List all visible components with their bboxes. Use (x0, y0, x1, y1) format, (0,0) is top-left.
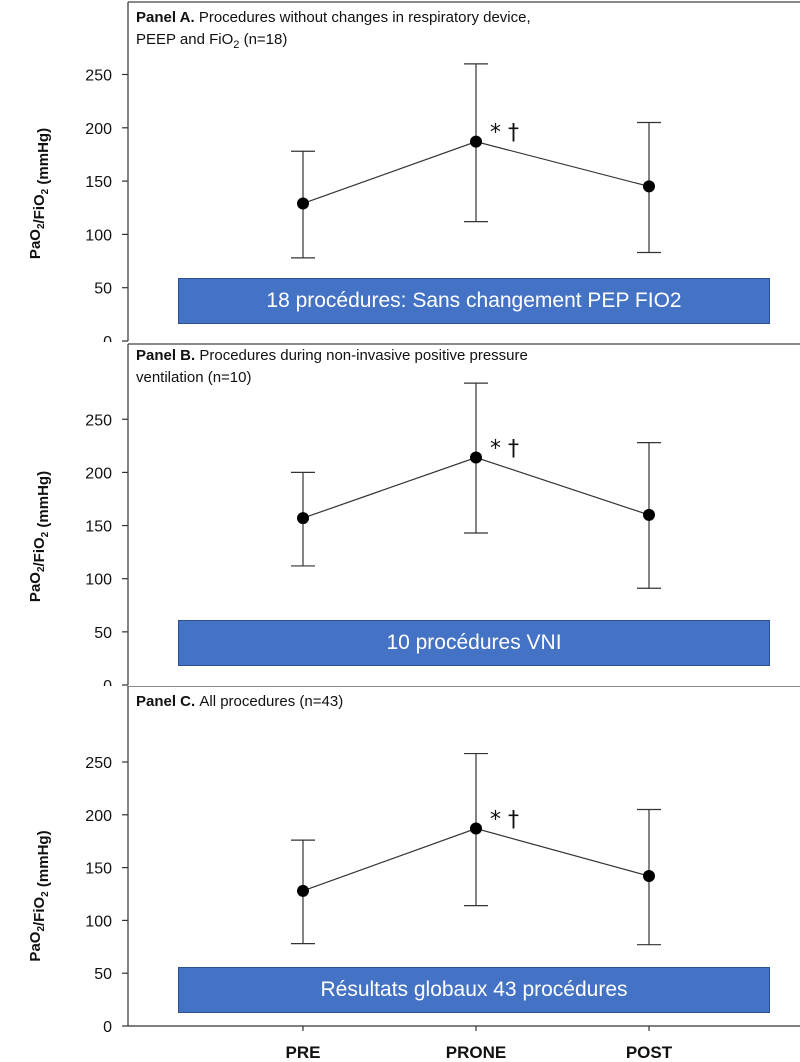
y-tick-label: 100 (85, 227, 112, 244)
data-point-prone (470, 135, 482, 148)
y-tick-label: 150 (85, 861, 112, 878)
y-tick-label: 200 (85, 121, 112, 138)
y-tick-label: 200 (85, 808, 112, 825)
panel-label: Panel B. (136, 347, 199, 364)
y-tick-label: 50 (94, 281, 112, 298)
significance-marker: * † (490, 808, 519, 833)
y-tick-label: 200 (85, 465, 112, 482)
significance-marker: * † (490, 437, 519, 462)
data-point-post (643, 870, 655, 883)
panel-banner: 18 procédures: Sans changement PEP FIO2 (178, 278, 770, 324)
panel-title-line-1: ventilation (n=10) (136, 369, 252, 386)
y-tick-label: 150 (85, 519, 112, 536)
panel-2-chart: Panel C. All procedures (n=43) 0 50 100 150 2… (27, 686, 800, 1062)
y-tick-label: 50 (94, 625, 112, 642)
y-axis-label: PaO2/FiO2 (mmHg) (27, 471, 52, 602)
y-tick-label: 250 (85, 412, 112, 429)
significance-marker: * † (490, 121, 519, 146)
x-tick-label-prone: PRONE (446, 1043, 506, 1062)
y-axis-label: PaO2/FiO2 (mmHg) (27, 830, 52, 961)
panel-label: Panel C. (136, 693, 199, 710)
data-point-pre (297, 512, 309, 525)
y-tick-label: 0 (103, 678, 112, 686)
panel-1-chart: Panel B. Procedures during non-invasive … (27, 343, 800, 686)
panel-title-line-0: Panel B. Procedures during non-invasive … (136, 347, 528, 364)
y-tick-label: 250 (85, 68, 112, 85)
y-tick-label: 50 (94, 966, 112, 983)
data-point-pre (297, 884, 309, 897)
panel-title-line-1: PEEP and FiO2 (n=18) (136, 31, 287, 51)
data-point-post (643, 180, 655, 193)
y-tick-label: 100 (85, 913, 112, 930)
data-point-pre (297, 197, 309, 210)
y-tick-label: 150 (85, 174, 112, 191)
y-tick-label: 0 (103, 334, 112, 342)
data-point-post (643, 508, 655, 521)
y-tick-label: 100 (85, 572, 112, 589)
data-point-prone (470, 451, 482, 464)
panel-banner: 10 procédures VNI (178, 620, 770, 666)
panel-title-line-0: Panel A. Procedures without changes in r… (136, 9, 531, 26)
panel-label: Panel A. (136, 9, 199, 26)
panel-0-chart: Panel A. Procedures without changes in r… (27, 1, 800, 342)
x-tick-label-pre: PRE (286, 1043, 321, 1062)
y-tick-label: 250 (85, 755, 112, 772)
panel-title-line-0: Panel C. All procedures (n=43) (136, 693, 343, 710)
data-point-prone (470, 822, 482, 835)
y-axis-label: PaO2/FiO2 (mmHg) (27, 128, 52, 259)
y-tick-label: 0 (103, 1019, 112, 1036)
x-tick-label-post: POST (626, 1043, 673, 1062)
panel-banner: Résultats globaux 43 procédures (178, 967, 770, 1013)
